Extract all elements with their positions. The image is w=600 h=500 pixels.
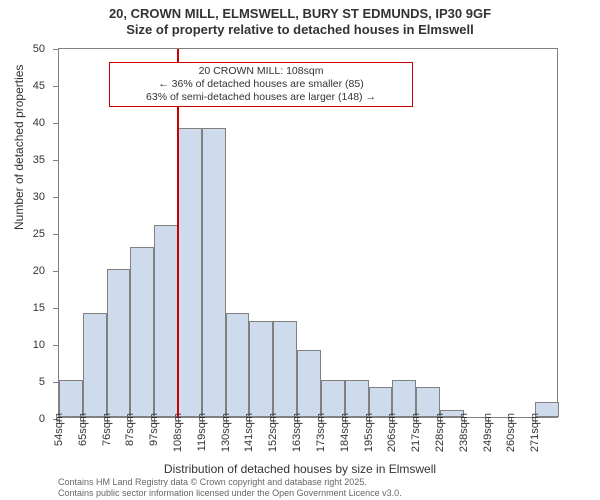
histogram-bar	[297, 350, 321, 417]
x-tick-label: 271sqm	[529, 413, 541, 452]
histogram-bar	[226, 313, 250, 417]
y-tick-label: 45	[15, 80, 45, 92]
y-tick-label: 5	[15, 376, 45, 388]
histogram-bar	[345, 380, 369, 417]
x-tick-label: 130sqm	[220, 413, 232, 452]
x-tick-label: 238sqm	[458, 413, 470, 452]
x-tick-label: 108sqm	[172, 413, 184, 452]
histogram-bar	[392, 380, 416, 417]
x-tick-label: 206sqm	[386, 413, 398, 452]
x-tick-label: 152sqm	[267, 413, 279, 452]
footer-attribution: Contains HM Land Registry data © Crown c…	[58, 477, 402, 498]
x-tick-label: 228sqm	[434, 413, 446, 452]
y-tick-label: 40	[15, 117, 45, 129]
x-tick-label: 141sqm	[243, 413, 255, 452]
y-tick	[53, 271, 59, 272]
annotation-line: ← 36% of detached houses are smaller (85…	[116, 78, 406, 91]
histogram-bar	[202, 128, 226, 417]
histogram-bar	[83, 313, 107, 417]
x-tick-label: 163sqm	[291, 413, 303, 452]
y-tick-label: 20	[15, 265, 45, 277]
chart-title: 20, CROWN MILL, ELMSWELL, BURY ST EDMUND…	[0, 0, 600, 39]
chart-title-line2: Size of property relative to detached ho…	[0, 22, 600, 38]
annotation-line: 20 CROWN MILL: 108sqm	[116, 65, 406, 78]
x-tick-label: 97sqm	[148, 413, 160, 446]
y-tick-label: 0	[15, 413, 45, 425]
y-tick	[53, 234, 59, 235]
plot-area: 0510152025303540455054sqm65sqm76sqm87sqm…	[58, 48, 558, 418]
x-tick-label: 76sqm	[101, 413, 113, 446]
footer-line1: Contains HM Land Registry data © Crown c…	[58, 477, 402, 487]
y-tick-label: 35	[15, 154, 45, 166]
x-tick-label: 119sqm	[196, 413, 208, 451]
histogram-bar	[273, 321, 297, 417]
footer-line2: Contains public sector information licen…	[58, 488, 402, 498]
y-tick	[53, 123, 59, 124]
histogram-bar	[107, 269, 131, 417]
x-tick-label: 173sqm	[315, 413, 327, 452]
histogram-bar	[321, 380, 345, 417]
x-tick-label: 87sqm	[124, 413, 136, 446]
x-tick-label: 184sqm	[339, 413, 351, 452]
y-tick-label: 15	[15, 302, 45, 314]
x-tick-label: 195sqm	[363, 413, 375, 452]
x-tick-label: 54sqm	[53, 413, 65, 446]
y-tick-label: 25	[15, 228, 45, 240]
histogram-bar	[154, 225, 178, 417]
y-tick	[53, 86, 59, 87]
y-tick-label: 50	[15, 43, 45, 55]
plot-wrap: 0510152025303540455054sqm65sqm76sqm87sqm…	[58, 48, 558, 418]
x-tick-label: 65sqm	[77, 413, 89, 446]
y-tick	[53, 160, 59, 161]
y-tick	[53, 345, 59, 346]
x-tick-label: 217sqm	[410, 413, 422, 452]
chart-title-line1: 20, CROWN MILL, ELMSWELL, BURY ST EDMUND…	[0, 6, 600, 22]
histogram-bar	[130, 247, 154, 417]
x-tick-label: 249sqm	[482, 413, 494, 452]
y-tick-label: 10	[15, 339, 45, 351]
y-tick	[53, 49, 59, 50]
y-tick-label: 30	[15, 191, 45, 203]
histogram-bar	[59, 380, 83, 417]
histogram-bar	[249, 321, 273, 417]
x-tick-label: 260sqm	[505, 413, 517, 452]
histogram-bar	[178, 128, 202, 417]
reference-annotation: 20 CROWN MILL: 108sqm← 36% of detached h…	[109, 62, 413, 107]
y-tick	[53, 197, 59, 198]
annotation-line: 63% of semi-detached houses are larger (…	[116, 91, 406, 104]
x-axis-title: Distribution of detached houses by size …	[0, 462, 600, 476]
y-tick	[53, 308, 59, 309]
